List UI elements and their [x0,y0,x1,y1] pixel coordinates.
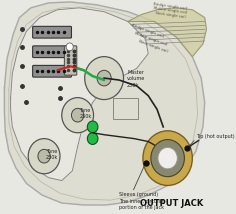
FancyBboxPatch shape [64,46,77,75]
Circle shape [87,133,98,144]
Text: OUTPUT JACK: OUTPUT JACK [140,199,204,208]
Text: Tone
250k: Tone 250k [79,108,92,119]
Circle shape [158,147,177,169]
Circle shape [28,139,60,174]
Text: Neck single coil: Neck single coil [155,11,186,19]
Circle shape [97,70,111,86]
Circle shape [85,57,123,100]
FancyBboxPatch shape [33,46,72,58]
Circle shape [72,108,84,122]
Text: Sleeve (ground)
The inner, circular
portion of the jack: Sleeve (ground) The inner, circular port… [119,192,164,211]
Text: Middle single coil: Middle single coil [153,6,187,15]
Circle shape [38,149,50,163]
Polygon shape [128,8,206,57]
FancyBboxPatch shape [33,65,72,77]
Text: Master
volume
250k: Master volume 250k [127,70,145,88]
Text: Neck single coil: Neck single coil [138,40,168,54]
Text: Tip (hot output): Tip (hot output) [196,134,235,139]
Polygon shape [4,2,205,205]
Circle shape [151,140,184,177]
FancyBboxPatch shape [33,26,72,38]
Polygon shape [11,8,148,181]
Circle shape [143,131,192,186]
Text: Bridge single coil: Bridge single coil [153,2,187,11]
Text: Tone
250k: Tone 250k [46,149,58,160]
Circle shape [62,98,93,133]
Circle shape [66,43,73,51]
Text: Middle single coil: Middle single coil [134,31,167,47]
Text: Bridge single coil: Bridge single coil [131,24,164,39]
Circle shape [87,121,98,133]
